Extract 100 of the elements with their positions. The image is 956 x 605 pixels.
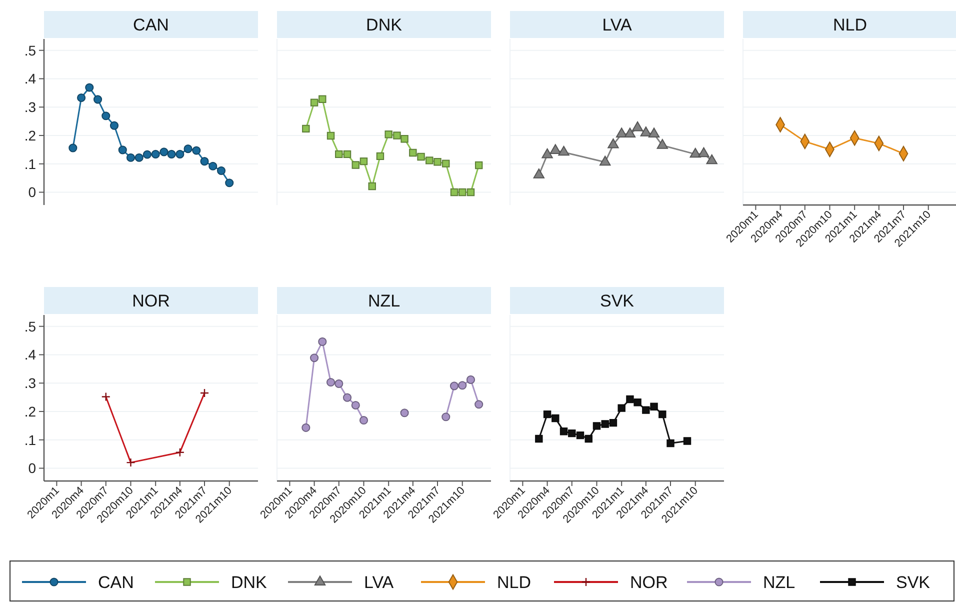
point: [160, 148, 168, 156]
point: [535, 434, 543, 443]
chart-title: LVA: [602, 16, 632, 34]
point: [442, 412, 450, 422]
point: [310, 98, 318, 106]
point: [426, 156, 434, 164]
y-tick-label: .3: [24, 99, 36, 116]
point: [102, 112, 110, 120]
point: [184, 144, 192, 154]
point: [318, 337, 327, 346]
point: [690, 148, 701, 158]
point: [609, 418, 618, 427]
point: [151, 150, 160, 158]
point: [592, 422, 601, 430]
point: [352, 161, 360, 169]
point: [110, 121, 119, 130]
y-tick-label: .4: [24, 346, 36, 363]
point: [200, 157, 209, 166]
point: [634, 398, 642, 406]
point: [409, 148, 417, 157]
chart-title: NLD: [832, 16, 868, 34]
point: [608, 138, 619, 148]
point: [648, 128, 660, 138]
chart-title: SVK: [600, 292, 635, 310]
y-tick-label: 0: [28, 460, 36, 476]
point: [326, 378, 336, 387]
point: [601, 420, 609, 428]
point: [417, 152, 425, 161]
point: [342, 393, 352, 402]
point: [68, 144, 78, 152]
point: [368, 182, 376, 190]
point: [192, 146, 201, 155]
point: [142, 150, 152, 159]
point: [400, 135, 408, 143]
point: [434, 158, 442, 166]
point: [77, 93, 86, 102]
point: [466, 375, 476, 384]
y-tick-label: .1: [24, 156, 36, 172]
point: [560, 427, 568, 436]
point: [656, 139, 668, 149]
point: [334, 379, 344, 388]
point: [666, 439, 674, 448]
point: [360, 157, 368, 166]
point: [126, 153, 136, 162]
y-tick-label: 0: [28, 184, 36, 200]
point: [318, 95, 326, 104]
point: [93, 95, 102, 104]
point: [568, 429, 576, 438]
y-tick-label: .5: [24, 42, 36, 58]
point: [600, 156, 611, 166]
point: [618, 404, 626, 412]
point: [706, 154, 718, 164]
point: [118, 146, 127, 154]
point: [698, 147, 710, 158]
point: [450, 188, 458, 196]
point: [335, 150, 343, 158]
point: [576, 431, 584, 440]
legend-label: DNK: [231, 573, 268, 592]
point: [458, 188, 466, 196]
point: [450, 382, 459, 390]
chart-title: NZL: [368, 292, 400, 310]
point: [343, 150, 352, 158]
point: [584, 434, 592, 443]
chart-title: CAN: [133, 16, 169, 34]
point: [225, 178, 234, 188]
point: [550, 144, 561, 154]
point: [376, 152, 384, 160]
point: [632, 121, 644, 132]
y-tick-label: .5: [24, 318, 36, 334]
point: [400, 408, 409, 418]
point: [134, 153, 144, 162]
point: [558, 146, 570, 156]
point: [642, 406, 650, 414]
point: [208, 162, 218, 170]
point: [176, 150, 184, 158]
point: [683, 437, 692, 445]
point: [302, 124, 310, 133]
point: [466, 188, 475, 196]
point: [216, 166, 226, 175]
legend-label: CAN: [98, 573, 134, 592]
point: [616, 128, 628, 138]
point: [167, 150, 176, 158]
legend-label: LVA: [364, 573, 394, 592]
point: [624, 128, 636, 138]
point: [351, 400, 360, 410]
y-tick-label: .4: [24, 70, 36, 87]
point: [650, 402, 658, 411]
legend-label: SVK: [896, 573, 931, 592]
y-tick-label: .3: [24, 375, 36, 392]
chart-title: NOR: [132, 292, 170, 310]
point: [552, 414, 560, 422]
point: [310, 354, 319, 362]
point: [533, 168, 545, 178]
point: [442, 160, 450, 168]
point: [393, 132, 401, 140]
legend-label: NZL: [763, 573, 796, 592]
point: [543, 410, 552, 418]
point: [658, 410, 666, 418]
point: [302, 423, 310, 432]
y-tick-label: .2: [24, 403, 36, 420]
